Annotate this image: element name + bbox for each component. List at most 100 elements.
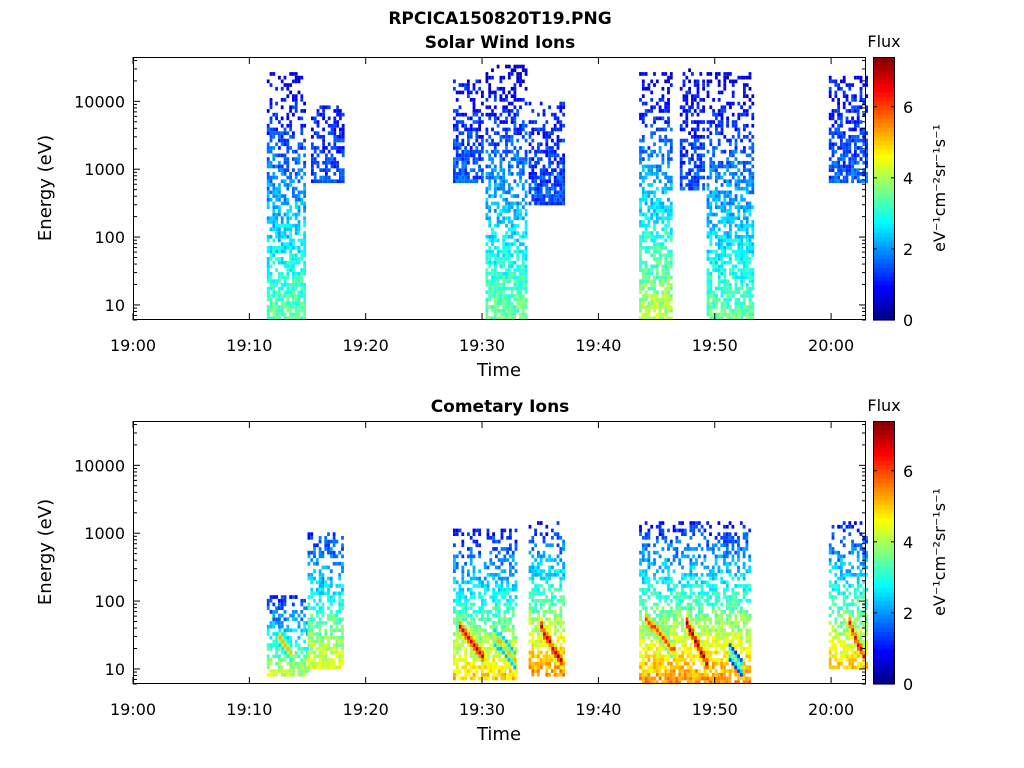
flux-cell xyxy=(653,105,656,110)
flux-cell xyxy=(499,75,503,80)
flux-cell xyxy=(318,591,322,596)
flux-cell xyxy=(644,598,648,603)
flux-cell xyxy=(453,86,456,91)
flux-cell xyxy=(300,142,304,147)
flux-cell xyxy=(639,138,642,143)
flux-cell xyxy=(542,175,546,180)
flux-cell xyxy=(275,647,278,651)
flux-cell xyxy=(488,260,492,265)
flux-cell xyxy=(458,105,462,110)
flux-cell xyxy=(513,249,517,254)
flux-cell xyxy=(559,160,563,165)
flux-cell xyxy=(341,643,344,647)
flux-cell xyxy=(661,528,665,533)
flux-cell xyxy=(280,249,284,254)
flux-cell xyxy=(513,242,517,246)
flux-cell xyxy=(509,569,512,573)
flux-cell xyxy=(653,576,656,581)
flux-cell xyxy=(553,621,557,625)
flux-cell xyxy=(283,83,287,87)
flux-cell xyxy=(503,665,507,670)
flux-cell xyxy=(524,201,528,206)
flux-cell xyxy=(679,160,683,165)
flux-cell xyxy=(545,149,549,154)
flux-cell xyxy=(516,249,520,254)
flux-cell xyxy=(831,179,835,184)
flux-cell xyxy=(748,312,752,317)
flux-cell xyxy=(341,598,344,603)
flux-cell xyxy=(834,127,838,132)
solar-wind-colorbar-units: eV⁻¹cm⁻²sr⁻¹s⁻¹ xyxy=(930,124,949,252)
flux-cell xyxy=(495,598,498,603)
colorbar-swatch xyxy=(873,87,895,93)
flux-cell xyxy=(266,312,270,317)
flux-cell xyxy=(467,83,470,87)
flux-cell xyxy=(488,164,492,169)
flux-cell xyxy=(496,131,500,135)
flux-cell xyxy=(562,186,565,191)
flux-cell xyxy=(548,565,551,570)
flux-cell xyxy=(729,105,732,110)
flux-cell xyxy=(516,238,520,243)
flux-cell xyxy=(315,580,319,585)
flux-cell xyxy=(639,316,642,320)
flux-cell xyxy=(842,175,846,180)
flux-cell xyxy=(286,286,290,291)
flux-cell xyxy=(667,209,670,213)
flux-cell xyxy=(524,271,528,276)
flux-cell xyxy=(661,283,665,287)
flux-cell xyxy=(499,257,503,261)
flux-cell xyxy=(720,190,724,195)
flux-cell xyxy=(831,146,835,150)
flux-cell xyxy=(545,617,549,622)
flux-cell xyxy=(491,109,494,113)
flux-cell xyxy=(647,536,651,540)
flux-cell xyxy=(653,116,656,121)
flux-cell xyxy=(745,109,749,113)
flux-cell xyxy=(307,661,311,666)
flux-cell xyxy=(483,584,487,588)
flux-cell xyxy=(492,587,495,592)
flux-cell xyxy=(542,658,546,662)
flux-cell xyxy=(650,301,654,306)
flux-cell xyxy=(712,160,715,165)
flux-cell xyxy=(682,79,686,84)
flux-cell xyxy=(748,238,752,243)
flux-cell xyxy=(294,79,298,84)
flux-cell xyxy=(310,558,314,562)
flux-cell xyxy=(729,142,732,147)
flux-cell xyxy=(706,194,710,198)
flux-cell xyxy=(745,205,749,209)
flux-cell xyxy=(283,223,287,228)
flux-cell xyxy=(542,194,546,198)
flux-cell xyxy=(292,294,295,298)
flux-cell xyxy=(275,175,278,180)
flux-cell xyxy=(667,79,670,84)
flux-cell xyxy=(548,584,551,588)
flux-cell xyxy=(639,528,642,533)
flux-cell xyxy=(280,116,284,121)
flux-cell xyxy=(551,197,554,202)
flux-cell xyxy=(837,112,840,117)
flux-cell xyxy=(275,112,278,117)
flux-cell xyxy=(294,253,298,258)
flux-cell xyxy=(278,223,281,228)
flux-cell xyxy=(324,650,328,655)
flux-cell xyxy=(461,639,465,644)
flux-cell xyxy=(303,172,306,176)
flux-cell xyxy=(266,79,270,84)
flux-cell xyxy=(521,68,525,73)
flux-cell xyxy=(556,201,560,206)
flux-cell xyxy=(485,268,489,272)
flux-cell xyxy=(478,86,481,91)
flux-cell xyxy=(685,109,689,113)
flux-cell xyxy=(664,316,668,320)
flux-cell xyxy=(455,591,459,596)
flux-cell xyxy=(528,149,532,154)
flux-cell xyxy=(548,587,551,592)
flux-cell xyxy=(717,175,721,180)
flux-cell xyxy=(506,665,509,670)
flux-cell xyxy=(506,658,509,662)
flux-cell xyxy=(491,201,494,206)
flux-cell xyxy=(493,201,497,206)
